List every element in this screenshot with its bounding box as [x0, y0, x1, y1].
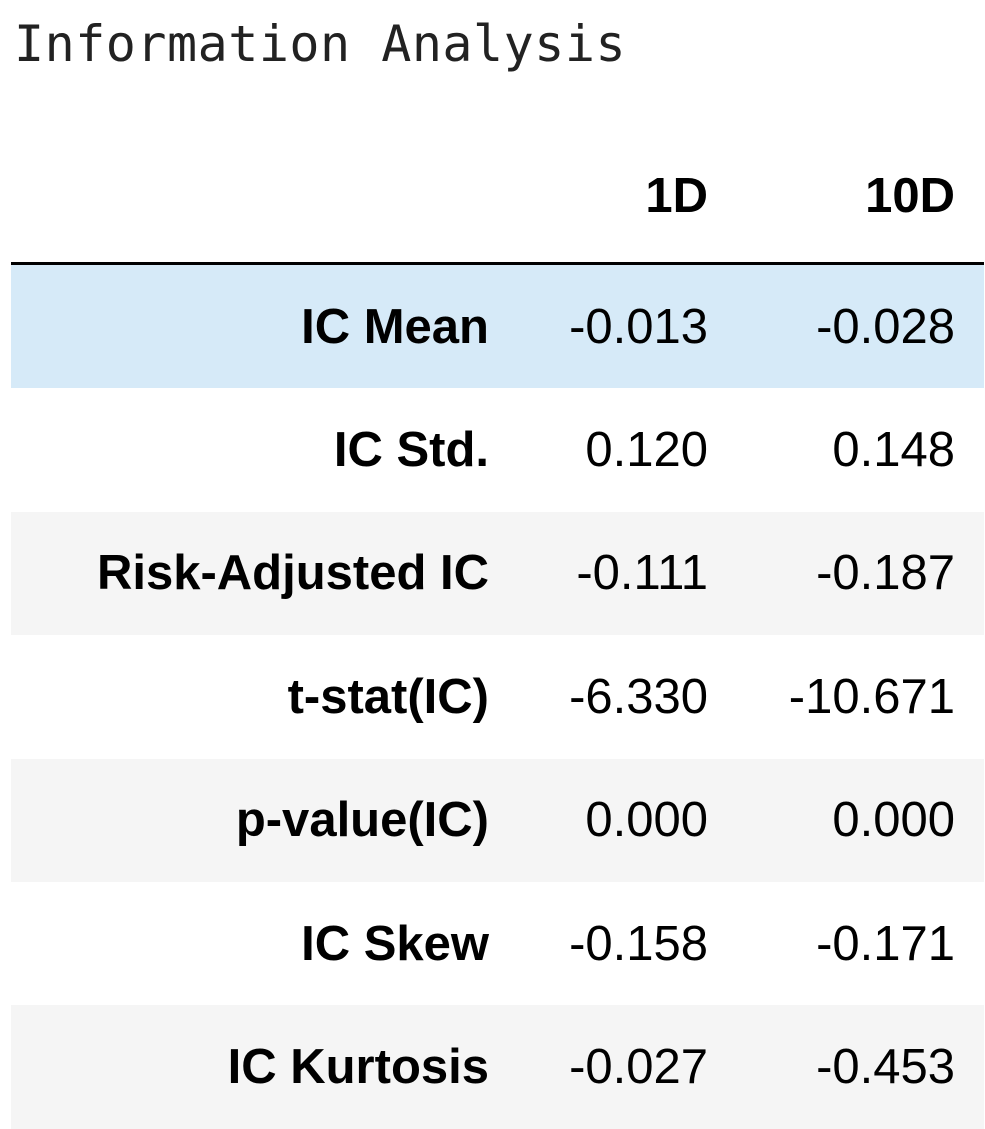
row-label: p-value(IC) [235, 793, 489, 848]
cell-10d: 0.000 [832, 793, 955, 848]
row-label: IC Skew [301, 916, 489, 971]
row-label: IC Kurtosis [227, 1040, 489, 1095]
cell-10d: -10.671 [788, 669, 955, 724]
table-row: IC Skew -0.158 -0.171 [11, 881, 984, 1006]
column-header-10d: 10D [865, 169, 955, 223]
cell-10d: 0.148 [832, 423, 955, 478]
information-analysis-table: 1D 10D IC Mean -0.013 -0.028 IC Std. 0.1… [11, 138, 984, 1129]
cell-10d: -0.453 [816, 1040, 955, 1095]
table-row: IC Mean -0.013 -0.028 [11, 265, 984, 389]
row-label: Risk-Adjusted IC [96, 546, 489, 601]
column-header-1d: 1D [645, 169, 708, 223]
cell-1d: -0.111 [576, 546, 708, 601]
cell-1d: -6.330 [569, 669, 708, 724]
table-row: Risk-Adjusted IC -0.111 -0.187 [11, 511, 984, 636]
table-row: t-stat(IC) -6.330 -10.671 [11, 635, 984, 759]
table-row: IC Std. 0.120 0.148 [11, 388, 984, 512]
cell-1d: -0.027 [569, 1040, 708, 1095]
cell-1d: 0.000 [585, 793, 708, 848]
row-label: IC Mean [301, 299, 489, 354]
cell-10d: -0.171 [816, 916, 955, 971]
cell-1d: 0.120 [585, 423, 708, 478]
table-header: 1D 10D [11, 138, 984, 265]
header-index-cell [11, 138, 489, 262]
cell-1d: -0.158 [569, 916, 708, 971]
page-title: Information Analysis [14, 15, 627, 73]
cell-1d: -0.013 [569, 299, 708, 354]
cell-10d: -0.028 [816, 299, 955, 354]
row-label: t-stat(IC) [287, 669, 489, 724]
cell-10d: -0.187 [816, 546, 955, 601]
table-row: p-value(IC) 0.000 0.000 [11, 758, 984, 882]
table-row: IC Kurtosis -0.027 -0.453 [11, 1005, 984, 1129]
row-label: IC Std. [333, 423, 489, 478]
